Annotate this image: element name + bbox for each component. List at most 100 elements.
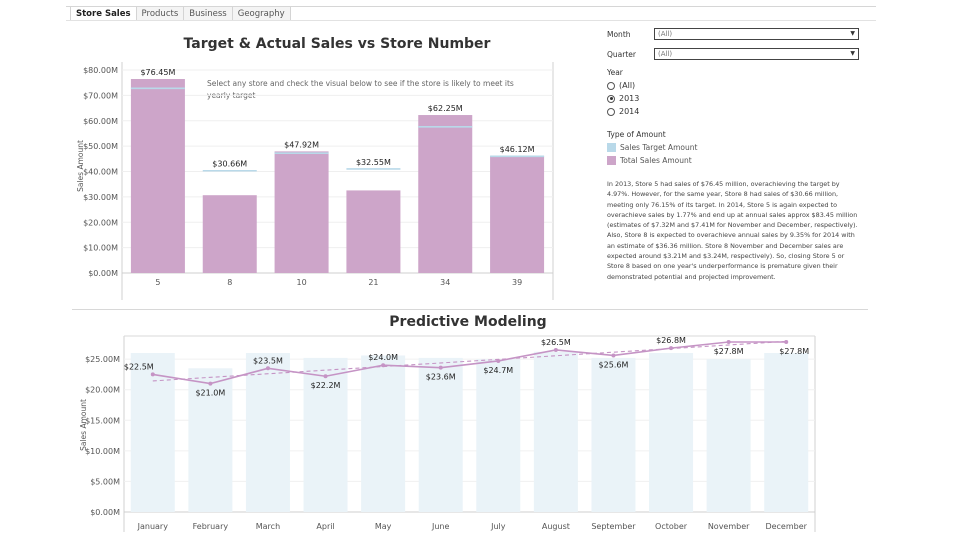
bottom-y-tick-label: $15.00M: [85, 416, 120, 425]
top-y-tick-label: $50.00M: [83, 142, 118, 151]
total-sales-point: [611, 353, 616, 358]
top-y-tick-label: $10.00M: [83, 244, 118, 253]
actual-swatch: [607, 156, 616, 165]
actual-sales-data-label: $32.55M: [356, 158, 391, 167]
monthly-sales-data-label: $27.8M: [714, 347, 744, 356]
chevron-down-icon: ▼: [850, 30, 855, 37]
target-sales-bar: [476, 359, 521, 512]
bottom-chart-y-label: Sales Amount: [79, 399, 88, 451]
top-chart-title: Target & Actual Sales vs Store Number: [184, 36, 491, 52]
tab-bar: Store Sales Products Business Geography: [70, 7, 291, 21]
total-sales-point: [438, 365, 443, 370]
actual-sales-bar: [490, 155, 545, 273]
monthly-sales-data-label: $24.0M: [368, 353, 398, 362]
actual-sales-bar: [346, 190, 401, 273]
top-y-tick-label: $0.00M: [88, 269, 118, 278]
top-y-tick-label: $20.00M: [83, 218, 118, 227]
year-option-2014[interactable]: 2014: [607, 105, 872, 118]
store-select-note-line1: Select any store and check the visual be…: [207, 79, 514, 88]
monthly-sales-data-label: $25.6M: [599, 360, 629, 369]
total-sales-point: [323, 374, 328, 379]
legend-item-label: Total Sales Amount: [620, 156, 692, 165]
top-y-tick-label: $60.00M: [83, 117, 118, 126]
section-divider: [72, 309, 868, 310]
total-sales-point: [496, 358, 501, 363]
actual-sales-data-label: $76.45M: [140, 68, 175, 77]
month-tick: April: [316, 522, 334, 531]
monthly-sales-data-label: $23.5M: [253, 356, 283, 365]
target-sales-bar: [188, 368, 233, 512]
monthly-sales-data-label: $26.5M: [541, 338, 571, 347]
actual-sales-bar: [202, 195, 257, 273]
target-sales-bar: [764, 353, 809, 512]
month-tick: October: [655, 522, 688, 531]
year-filter-label: Year: [607, 68, 623, 77]
legend-title: Type of Amount: [607, 130, 666, 139]
total-sales-point: [669, 346, 674, 351]
top-y-tick-label: $40.00M: [83, 168, 118, 177]
legend-item-label: Sales Target Amount: [620, 143, 698, 152]
filters-panel: Month (All) ▼ Quarter (All) ▼ Year (All)…: [607, 28, 872, 282]
store-sales-chart[interactable]: Target & Actual Sales vs Store Number Sa…: [0, 0, 960, 310]
radio-icon: [607, 107, 615, 116]
actual-sales-data-label: $46.12M: [500, 145, 535, 154]
monthly-sales-data-label: $27.8M: [779, 347, 809, 356]
quarter-select-value: (All): [658, 50, 673, 58]
store-number-tick: 8: [227, 278, 232, 287]
monthly-sales-data-label: $21.0M: [195, 389, 225, 398]
top-y-tick-label: $70.00M: [83, 91, 118, 100]
target-swatch: [607, 143, 616, 152]
target-sales-bar: [533, 351, 578, 512]
legend-item-actual[interactable]: Total Sales Amount: [607, 154, 872, 167]
total-sales-point: [381, 363, 386, 368]
month-tick: December: [765, 522, 807, 531]
actual-sales-bar: [274, 151, 329, 273]
quarter-select[interactable]: (All) ▼: [654, 48, 859, 60]
analysis-description: In 2013, Store 5 had sales of $76.45 mil…: [607, 180, 858, 281]
actual-sales-data-label: $30.66M: [212, 160, 247, 169]
bottom-y-tick-label: $20.00M: [85, 386, 120, 395]
top-border: [66, 6, 876, 7]
top-y-tick-label: $30.00M: [83, 193, 118, 202]
tab-underline: [66, 20, 876, 21]
target-sales-bar: [361, 355, 406, 512]
legend-item-target[interactable]: Sales Target Amount: [607, 141, 872, 154]
bottom-y-tick-label: $0.00M: [90, 508, 120, 517]
actual-sales-bar: [130, 79, 185, 274]
month-tick: November: [708, 522, 750, 531]
year-option-label: 2013: [619, 94, 640, 103]
month-select[interactable]: (All) ▼: [654, 28, 859, 40]
store-number-tick: 5: [155, 278, 160, 287]
total-sales-point: [150, 372, 155, 377]
monthly-sales-data-label: $22.5M: [124, 362, 154, 371]
store-number-tick: 21: [368, 278, 378, 287]
total-sales-point: [208, 381, 213, 386]
predictive-modeling-chart[interactable]: Predictive Modeling Sales Amount $0.00M $…: [0, 310, 960, 540]
target-sales-bar: [303, 357, 348, 512]
year-option-2013[interactable]: 2013: [607, 92, 872, 105]
year-option-all[interactable]: (All): [607, 79, 872, 92]
top-chart-y-label: Sales Amount: [76, 140, 85, 192]
month-tick: September: [591, 522, 636, 531]
total-sales-point: [553, 347, 558, 352]
target-sales-bar: [649, 353, 694, 512]
month-filter-label: Month: [607, 29, 631, 39]
month-tick: May: [375, 522, 392, 531]
year-option-label: 2014: [619, 107, 640, 116]
bottom-y-tick-label: $10.00M: [85, 447, 120, 456]
month-tick: January: [137, 522, 169, 531]
radio-checked-icon: [607, 94, 615, 103]
bottom-y-tick-label: $25.00M: [85, 355, 120, 364]
month-tick: August: [542, 522, 570, 531]
quarter-filter-label: Quarter: [607, 49, 636, 59]
chevron-down-icon: ▼: [850, 50, 855, 57]
store-number-tick: 34: [440, 278, 450, 287]
store-number-tick: 39: [512, 278, 522, 287]
radio-icon: [607, 81, 615, 90]
actual-sales-bar: [418, 115, 473, 274]
monthly-sales-data-label: $22.2M: [311, 381, 341, 390]
total-sales-line: [152, 341, 787, 385]
monthly-sales-data-label: $23.6M: [426, 373, 456, 382]
month-tick: February: [193, 522, 229, 531]
top-y-tick-label: $80.00M: [83, 66, 118, 75]
